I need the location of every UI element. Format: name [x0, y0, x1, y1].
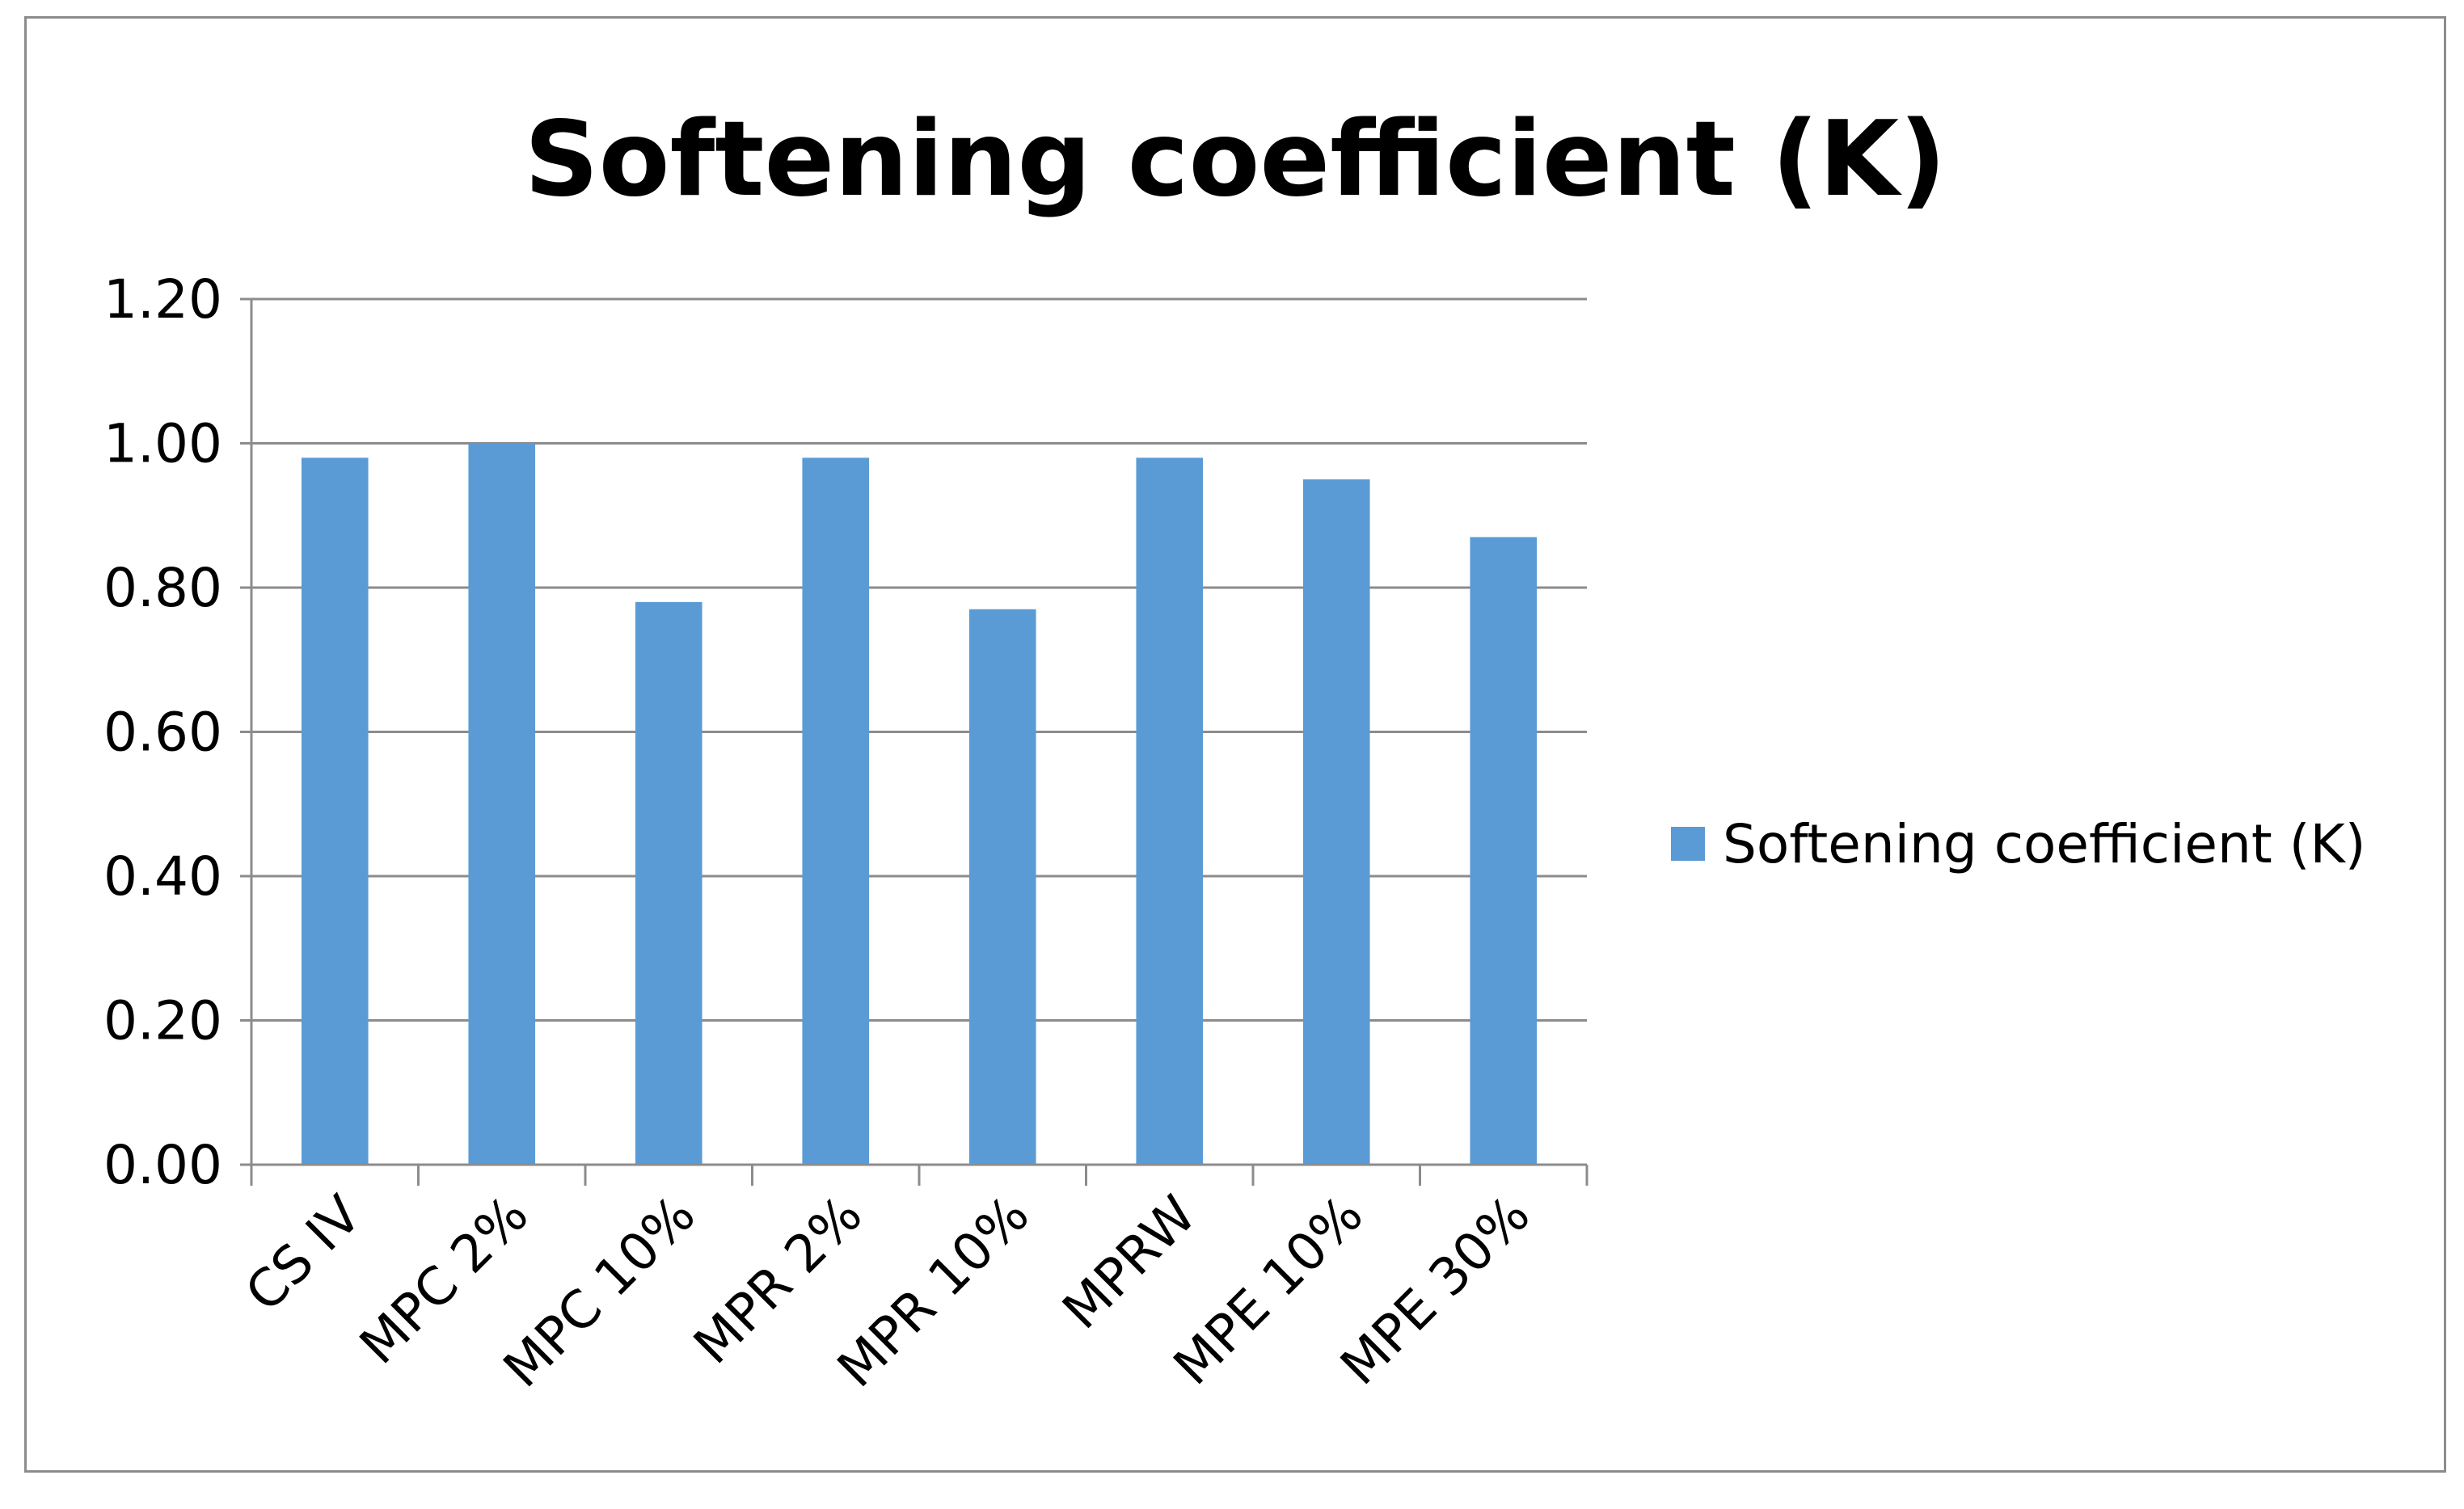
- legend-label: Softening coefficient (K): [1723, 813, 2365, 875]
- y-tick-label: 0.00: [103, 1134, 222, 1196]
- y-tick-label: 1.20: [103, 268, 222, 331]
- bar: [468, 443, 536, 1165]
- bar-chart: Softening coefficient (K) 0.000.200.400.…: [103, 99, 2365, 1399]
- axes: [250, 299, 1589, 1186]
- bar: [802, 457, 870, 1165]
- y-tick-labels: 0.00 0.20 0.40 0.60 0.80 1.00 1.20: [103, 268, 222, 1196]
- bar: [635, 601, 702, 1165]
- legend: Softening coefficient (K): [1671, 813, 2365, 875]
- bar: [1302, 479, 1370, 1165]
- legend-swatch: [1671, 827, 1705, 861]
- bars: [301, 443, 1538, 1165]
- bar: [1136, 457, 1204, 1165]
- chart-frame: Softening coefficient (K) 0.00 0.20 0.40 0.…: [24, 16, 2446, 1473]
- y-tick-label: 0.20: [103, 990, 222, 1052]
- x-tick-label: MPRW: [1052, 1185, 1208, 1341]
- bar: [301, 457, 369, 1165]
- y-tick-label: 1.00: [103, 413, 222, 475]
- y-tick-label: 0.60: [103, 702, 222, 764]
- x-tick-label: CS IV: [234, 1185, 373, 1323]
- bar: [968, 609, 1036, 1165]
- y-tick-label: 0.40: [103, 845, 222, 908]
- y-tick-label: 0.80: [103, 557, 222, 619]
- bar: [1470, 537, 1538, 1165]
- chart-title: Softening coefficient (K): [524, 99, 1946, 220]
- gridlines: [240, 297, 1587, 1166]
